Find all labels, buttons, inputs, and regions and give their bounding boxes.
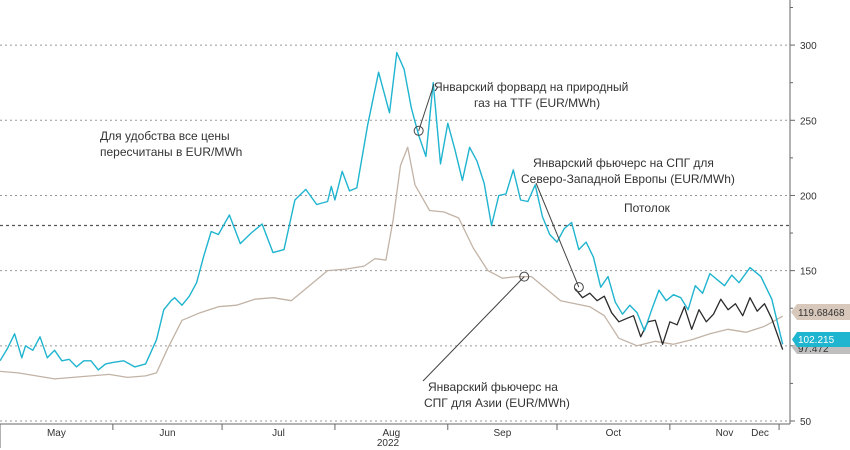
- leader-line-ttf: [418, 83, 435, 131]
- ttf-label-line-1: Январский форвард на природный: [434, 80, 628, 94]
- grid-lines: [0, 44, 790, 422]
- y-tick-label: 200: [800, 191, 817, 202]
- x-tick-label: Oct: [606, 428, 622, 439]
- series-layer: [0, 51, 784, 380]
- nwe-last-value: 97.472: [798, 344, 829, 355]
- y-tick-label: 150: [800, 267, 817, 278]
- ttf-last-value: 102.215: [798, 335, 835, 346]
- asia-label-line-2: СПГ для Азии (EUR/MWh): [424, 396, 570, 410]
- x-axis-ticks: [0, 424, 780, 448]
- asia-badge-background: [791, 304, 850, 320]
- annotation-markers: [413, 83, 584, 382]
- x-tick-label: Sep: [493, 428, 511, 439]
- asia-label-line-1: Январский фьючерс на: [428, 380, 558, 394]
- y-tick-label: 300: [800, 41, 817, 52]
- series-line-ttf: [0, 51, 784, 371]
- asia-last-value-badge: 119.68468: [791, 304, 850, 320]
- series-line-asia: [0, 146, 784, 380]
- nwe-label-line-2: Северо-Западной Европы (EUR/MWh): [521, 172, 735, 186]
- x-tick-label: Dec: [751, 428, 769, 439]
- y-tick-label: 250: [800, 116, 817, 127]
- nwe-label-line-1: Январский фьючерс на СПГ для: [533, 156, 714, 170]
- leader-line-nwe: [535, 182, 580, 288]
- ttf-badge-background: [792, 332, 850, 347]
- ttf-label-line-2: газ на TTF (EUR/MWh): [474, 96, 600, 110]
- x-tick-label: Aug: [382, 428, 400, 439]
- x-axis-tick-labels: May Jun Jul Aug Sep Oct Nov Dec: [47, 428, 769, 439]
- leader-line-asia: [422, 276, 525, 382]
- x-tick-label: Jul: [272, 428, 285, 439]
- series-line-nwe: [574, 288, 784, 350]
- marker-circle-nwe: [573, 282, 584, 293]
- asia-last-value: 119.68468: [798, 308, 845, 319]
- y-tick-label: 50: [800, 417, 812, 428]
- y-axis-tick-labels: 50 150 200 250 300: [790, 7, 817, 428]
- note-line-1: Для удобства все цены: [100, 129, 230, 143]
- marker-circle-ttf: [413, 125, 424, 136]
- x-tick-label: Nov: [716, 428, 734, 439]
- x-axis-year-label: 2022: [377, 438, 400, 449]
- marker-circle-asia: [519, 271, 530, 282]
- note-line-2: пересчитаны в EUR/MWh: [100, 145, 242, 159]
- ceiling-label: Потолок: [624, 201, 671, 215]
- ttf-last-value-badge: 102.215: [792, 332, 850, 347]
- x-tick-label: Jun: [159, 428, 175, 439]
- x-tick-label: May: [47, 428, 66, 439]
